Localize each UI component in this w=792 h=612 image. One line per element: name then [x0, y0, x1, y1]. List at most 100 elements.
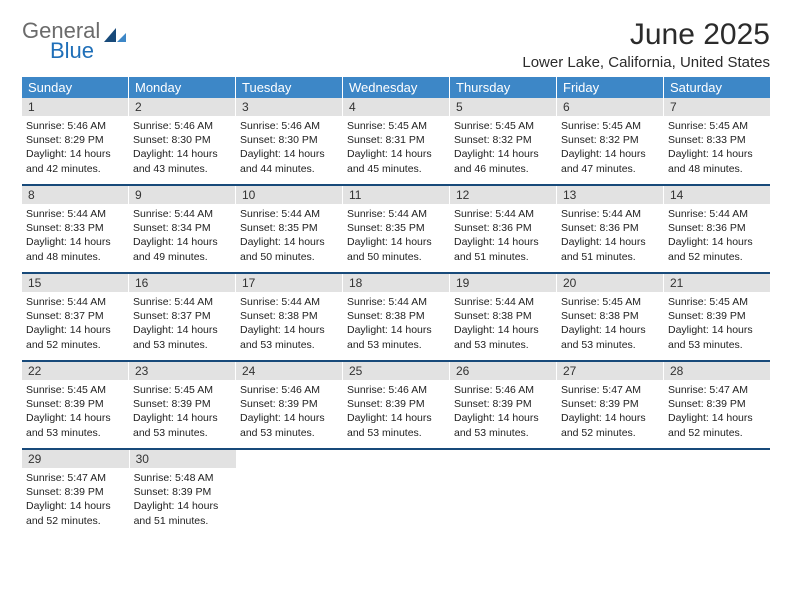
daylight-line: Daylight: 14 hours and 53 minutes. — [561, 323, 659, 351]
calendar: SundayMondayTuesdayWednesdayThursdayFrid… — [22, 77, 770, 536]
weekday-header: Tuesday — [236, 77, 343, 98]
day-cell: 18Sunrise: 5:44 AMSunset: 8:38 PMDayligh… — [343, 274, 450, 360]
day-body: Sunrise: 5:44 AMSunset: 8:38 PMDaylight:… — [343, 292, 449, 358]
daylight-line: Daylight: 14 hours and 52 minutes. — [26, 499, 125, 527]
sunset-line: Sunset: 8:39 PM — [240, 397, 338, 411]
day-cell: 8Sunrise: 5:44 AMSunset: 8:33 PMDaylight… — [22, 186, 129, 272]
day-number: 27 — [557, 362, 663, 380]
empty-day — [344, 450, 451, 536]
day-cell: 19Sunrise: 5:44 AMSunset: 8:38 PMDayligh… — [450, 274, 557, 360]
day-number: 4 — [343, 98, 449, 116]
day-body: Sunrise: 5:45 AMSunset: 8:39 PMDaylight:… — [664, 292, 770, 358]
daylight-line: Daylight: 14 hours and 48 minutes. — [668, 147, 766, 175]
day-number: 29 — [22, 450, 129, 468]
sunset-line: Sunset: 8:31 PM — [347, 133, 445, 147]
day-number: 10 — [236, 186, 342, 204]
sunset-line: Sunset: 8:34 PM — [133, 221, 231, 235]
day-number: 13 — [557, 186, 663, 204]
day-body: Sunrise: 5:44 AMSunset: 8:37 PMDaylight:… — [129, 292, 235, 358]
day-cell: 24Sunrise: 5:46 AMSunset: 8:39 PMDayligh… — [236, 362, 343, 448]
sunset-line: Sunset: 8:39 PM — [668, 309, 766, 323]
daylight-line: Daylight: 14 hours and 52 minutes. — [668, 411, 766, 439]
sunset-line: Sunset: 8:33 PM — [26, 221, 124, 235]
daylight-line: Daylight: 14 hours and 44 minutes. — [240, 147, 338, 175]
day-number: 28 — [664, 362, 770, 380]
sunset-line: Sunset: 8:36 PM — [561, 221, 659, 235]
day-body: Sunrise: 5:44 AMSunset: 8:38 PMDaylight:… — [236, 292, 342, 358]
weekday-header-row: SundayMondayTuesdayWednesdayThursdayFrid… — [22, 77, 770, 98]
day-cell: 29Sunrise: 5:47 AMSunset: 8:39 PMDayligh… — [22, 450, 130, 536]
day-number: 1 — [22, 98, 128, 116]
day-number: 14 — [664, 186, 770, 204]
day-body: Sunrise: 5:47 AMSunset: 8:39 PMDaylight:… — [22, 468, 129, 534]
sunrise-line: Sunrise: 5:44 AM — [26, 207, 124, 221]
daylight-line: Daylight: 14 hours and 42 minutes. — [26, 147, 124, 175]
sunrise-line: Sunrise: 5:45 AM — [347, 119, 445, 133]
sunset-line: Sunset: 8:29 PM — [26, 133, 124, 147]
daylight-line: Daylight: 14 hours and 53 minutes. — [454, 323, 552, 351]
sunset-line: Sunset: 8:39 PM — [347, 397, 445, 411]
day-cell: 14Sunrise: 5:44 AMSunset: 8:36 PMDayligh… — [664, 186, 770, 272]
day-number: 19 — [450, 274, 556, 292]
day-cell: 3Sunrise: 5:46 AMSunset: 8:30 PMDaylight… — [236, 98, 343, 184]
sunset-line: Sunset: 8:38 PM — [347, 309, 445, 323]
week-row: 15Sunrise: 5:44 AMSunset: 8:37 PMDayligh… — [22, 272, 770, 360]
sunset-line: Sunset: 8:30 PM — [240, 133, 338, 147]
sunrise-line: Sunrise: 5:46 AM — [26, 119, 124, 133]
empty-day — [557, 450, 664, 536]
empty-day — [237, 450, 344, 536]
day-number: 17 — [236, 274, 342, 292]
daylight-line: Daylight: 14 hours and 51 minutes. — [561, 235, 659, 263]
day-cell: 16Sunrise: 5:44 AMSunset: 8:37 PMDayligh… — [129, 274, 236, 360]
day-cell: 12Sunrise: 5:44 AMSunset: 8:36 PMDayligh… — [450, 186, 557, 272]
day-number: 12 — [450, 186, 556, 204]
day-cell: 26Sunrise: 5:46 AMSunset: 8:39 PMDayligh… — [450, 362, 557, 448]
day-cell: 5Sunrise: 5:45 AMSunset: 8:32 PMDaylight… — [450, 98, 557, 184]
day-body: Sunrise: 5:46 AMSunset: 8:30 PMDaylight:… — [129, 116, 235, 182]
daylight-line: Daylight: 14 hours and 50 minutes. — [240, 235, 338, 263]
day-number: 25 — [343, 362, 449, 380]
day-cell: 27Sunrise: 5:47 AMSunset: 8:39 PMDayligh… — [557, 362, 664, 448]
day-number: 11 — [343, 186, 449, 204]
sunset-line: Sunset: 8:39 PM — [26, 485, 125, 499]
daylight-line: Daylight: 14 hours and 48 minutes. — [26, 235, 124, 263]
sunset-line: Sunset: 8:35 PM — [240, 221, 338, 235]
day-body: Sunrise: 5:45 AMSunset: 8:33 PMDaylight:… — [664, 116, 770, 182]
day-body: Sunrise: 5:46 AMSunset: 8:30 PMDaylight:… — [236, 116, 342, 182]
sunrise-line: Sunrise: 5:47 AM — [668, 383, 766, 397]
daylight-line: Daylight: 14 hours and 53 minutes. — [347, 411, 445, 439]
day-cell: 25Sunrise: 5:46 AMSunset: 8:39 PMDayligh… — [343, 362, 450, 448]
day-body: Sunrise: 5:46 AMSunset: 8:29 PMDaylight:… — [22, 116, 128, 182]
day-cell: 15Sunrise: 5:44 AMSunset: 8:37 PMDayligh… — [22, 274, 129, 360]
day-body: Sunrise: 5:45 AMSunset: 8:39 PMDaylight:… — [129, 380, 235, 446]
sunset-line: Sunset: 8:39 PM — [561, 397, 659, 411]
sunrise-line: Sunrise: 5:44 AM — [454, 295, 552, 309]
sunrise-line: Sunrise: 5:46 AM — [240, 383, 338, 397]
sunrise-line: Sunrise: 5:46 AM — [133, 119, 231, 133]
sunrise-line: Sunrise: 5:46 AM — [240, 119, 338, 133]
daylight-line: Daylight: 14 hours and 47 minutes. — [561, 147, 659, 175]
sunrise-line: Sunrise: 5:45 AM — [561, 295, 659, 309]
daylight-line: Daylight: 14 hours and 53 minutes. — [133, 411, 231, 439]
sunset-line: Sunset: 8:39 PM — [454, 397, 552, 411]
day-number: 5 — [450, 98, 556, 116]
logo-sail-icon — [102, 26, 128, 44]
sunset-line: Sunset: 8:39 PM — [26, 397, 124, 411]
day-body: Sunrise: 5:45 AMSunset: 8:31 PMDaylight:… — [343, 116, 449, 182]
day-cell: 23Sunrise: 5:45 AMSunset: 8:39 PMDayligh… — [129, 362, 236, 448]
daylight-line: Daylight: 14 hours and 45 minutes. — [347, 147, 445, 175]
daylight-line: Daylight: 14 hours and 43 minutes. — [133, 147, 231, 175]
day-number: 20 — [557, 274, 663, 292]
sunrise-line: Sunrise: 5:44 AM — [454, 207, 552, 221]
sunset-line: Sunset: 8:37 PM — [26, 309, 124, 323]
sunrise-line: Sunrise: 5:45 AM — [668, 119, 766, 133]
weekday-header: Sunday — [22, 77, 129, 98]
day-cell: 11Sunrise: 5:44 AMSunset: 8:35 PMDayligh… — [343, 186, 450, 272]
daylight-line: Daylight: 14 hours and 52 minutes. — [561, 411, 659, 439]
day-body: Sunrise: 5:44 AMSunset: 8:36 PMDaylight:… — [664, 204, 770, 270]
day-cell: 7Sunrise: 5:45 AMSunset: 8:33 PMDaylight… — [664, 98, 770, 184]
day-body: Sunrise: 5:44 AMSunset: 8:37 PMDaylight:… — [22, 292, 128, 358]
day-cell: 28Sunrise: 5:47 AMSunset: 8:39 PMDayligh… — [664, 362, 770, 448]
sunrise-line: Sunrise: 5:45 AM — [668, 295, 766, 309]
sunrise-line: Sunrise: 5:44 AM — [668, 207, 766, 221]
